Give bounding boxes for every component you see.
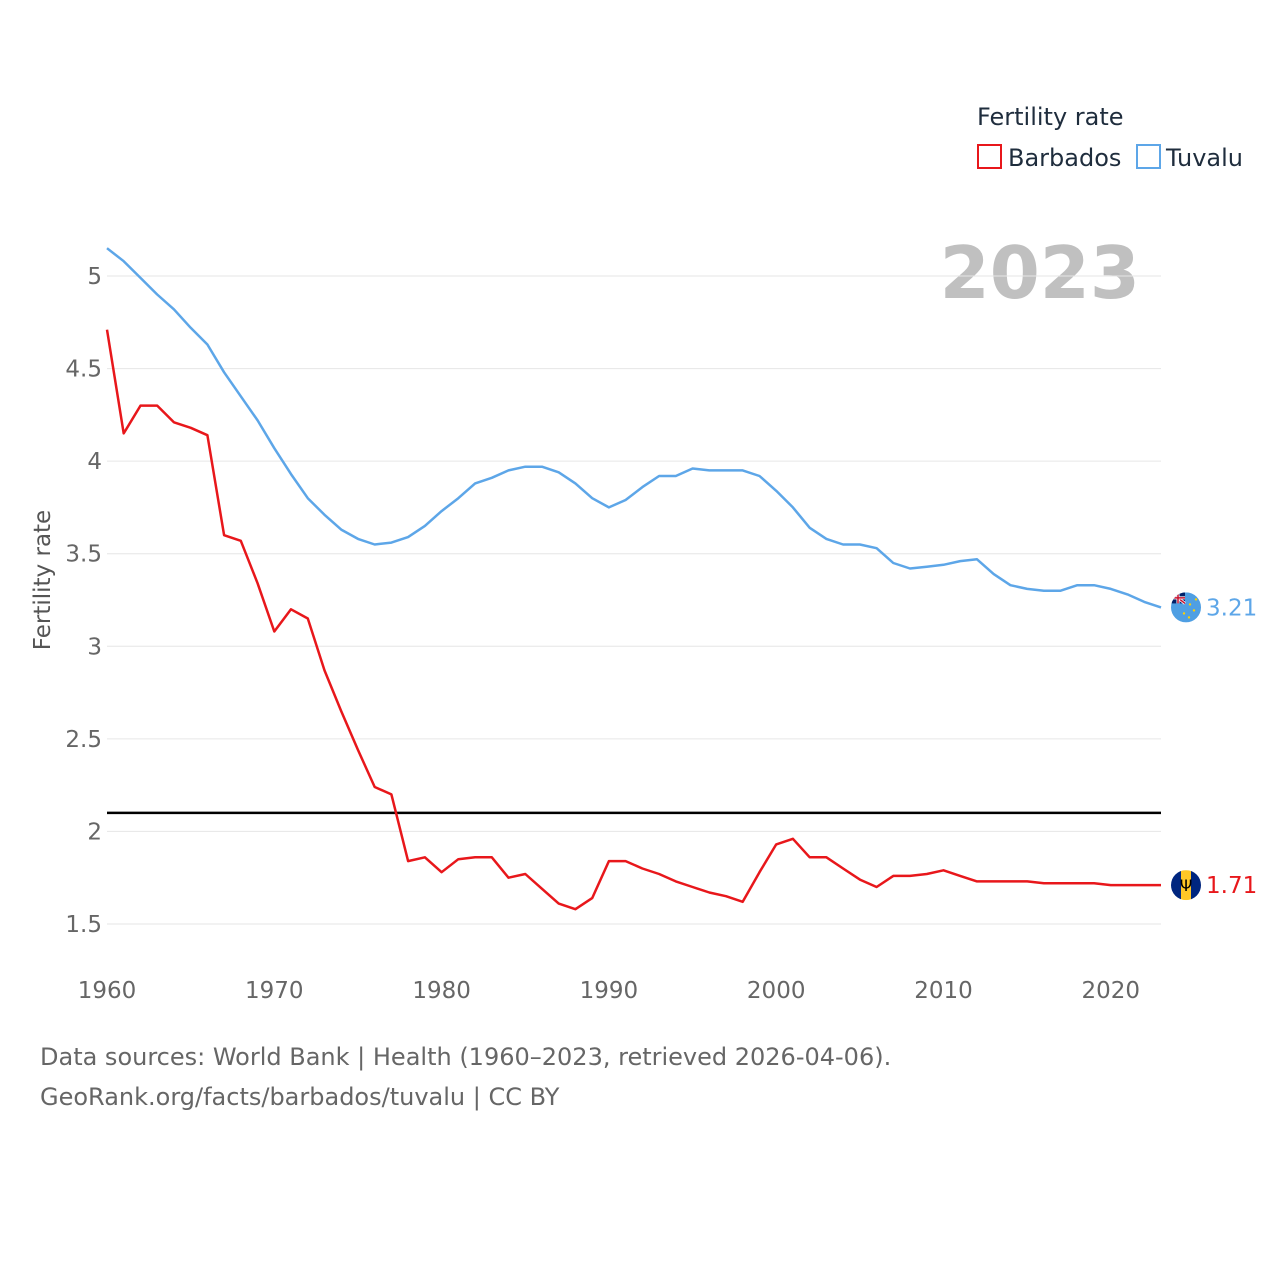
series-line-barbados bbox=[105, 329, 1161, 911]
flag-star bbox=[1187, 616, 1191, 619]
x-tick-label: 1980 bbox=[412, 978, 471, 1004]
x-tick-label: 1990 bbox=[580, 978, 639, 1004]
footer-sources: Data sources: World Bank | Health (1960–… bbox=[40, 1043, 892, 1071]
y-tick-label: 4 bbox=[87, 449, 102, 475]
gridlines bbox=[107, 275, 1161, 925]
trident-icon: Ψ bbox=[1180, 876, 1193, 895]
x-tick-label: 2020 bbox=[1082, 978, 1141, 1004]
x-tick-label: 2000 bbox=[747, 978, 806, 1004]
end-markers: Ψ 1.71 3.21 bbox=[1171, 592, 1257, 901]
y-tick-label: 3 bbox=[87, 634, 102, 660]
y-tick-label: 1.5 bbox=[65, 912, 102, 938]
series-line-tuvalu bbox=[106, 247, 1162, 609]
legend: Fertility rate Barbados Tuvalu bbox=[977, 103, 1243, 172]
end-value-label-barbados: 1.71 bbox=[1206, 873, 1257, 899]
legend-label-tuvalu[interactable]: Tuvalu bbox=[1165, 144, 1243, 172]
x-tick-label: 2010 bbox=[914, 978, 973, 1004]
flag-tuvalu-icon bbox=[1171, 592, 1201, 623]
x-tick-label: 1960 bbox=[78, 978, 137, 1004]
footer-link[interactable]: GeoRank.org/facts/barbados/tuvalu | CC B… bbox=[40, 1083, 560, 1111]
legend-label-barbados[interactable]: Barbados bbox=[1008, 144, 1121, 172]
y-axis-ticks: 1.5 2 2.5 3 3.5 4 4.5 5 bbox=[65, 264, 102, 938]
legend-title: Fertility rate bbox=[977, 103, 1124, 131]
y-tick-label: 3.5 bbox=[65, 542, 102, 568]
flag-star bbox=[1182, 612, 1186, 615]
y-tick-label: 4.5 bbox=[65, 357, 102, 383]
y-tick-label: 2 bbox=[87, 819, 102, 845]
flag-star bbox=[1188, 603, 1192, 606]
series-lines bbox=[105, 247, 1162, 911]
end-value-label-tuvalu: 3.21 bbox=[1206, 595, 1257, 621]
x-axis-ticks: 1960 1970 1980 1990 2000 2010 2020 bbox=[78, 978, 1140, 1004]
legend-swatch-barbados[interactable] bbox=[977, 144, 1002, 169]
y-tick-label: 5 bbox=[87, 264, 102, 290]
y-axis-title: Fertility rate bbox=[30, 510, 56, 650]
flag-star bbox=[1194, 598, 1198, 601]
line-chart: Fertility rate Barbados Tuvalu 2023 Fert… bbox=[30, 103, 1257, 1004]
flag-barbados-icon: Ψ bbox=[1171, 870, 1201, 901]
legend-swatch-tuvalu[interactable] bbox=[1136, 144, 1161, 169]
year-label: 2023 bbox=[940, 231, 1140, 315]
x-tick-label: 1970 bbox=[245, 978, 304, 1004]
flag-star bbox=[1192, 609, 1196, 612]
y-tick-label: 2.5 bbox=[65, 727, 102, 753]
